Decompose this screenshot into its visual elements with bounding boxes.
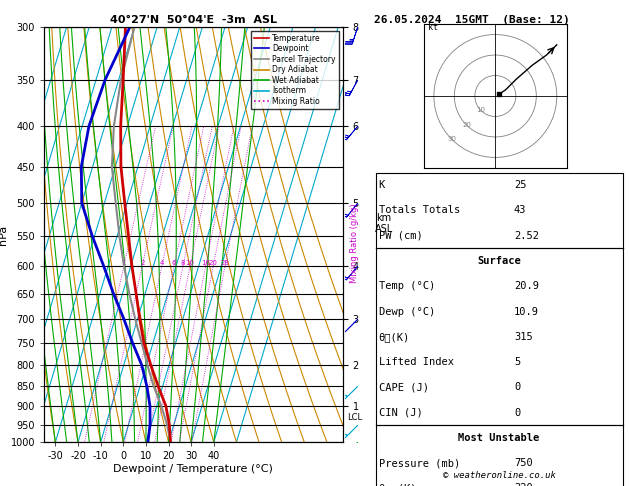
Text: 4: 4 [160, 260, 164, 266]
Text: 320: 320 [514, 484, 533, 486]
Text: 750: 750 [514, 458, 533, 468]
Text: 26.05.2024  15GMT  (Base: 12): 26.05.2024 15GMT (Base: 12) [374, 15, 570, 25]
Text: 1: 1 [121, 260, 126, 266]
Text: 10: 10 [186, 260, 194, 266]
Text: θₑ (K): θₑ (K) [379, 484, 416, 486]
Text: 16: 16 [201, 260, 210, 266]
Text: LCL: LCL [347, 413, 362, 422]
Text: PW (cm): PW (cm) [379, 231, 423, 241]
Legend: Temperature, Dewpoint, Parcel Trajectory, Dry Adiabat, Wet Adiabat, Isotherm, Mi: Temperature, Dewpoint, Parcel Trajectory… [251, 31, 339, 109]
Text: 20: 20 [209, 260, 218, 266]
Text: kt: kt [428, 23, 438, 33]
Text: 6: 6 [172, 260, 176, 266]
Text: Totals Totals: Totals Totals [379, 206, 460, 215]
Text: CIN (J): CIN (J) [379, 408, 423, 417]
Text: 20.9: 20.9 [514, 281, 539, 291]
Text: K: K [379, 180, 385, 190]
X-axis label: Dewpoint / Temperature (°C): Dewpoint / Temperature (°C) [113, 464, 274, 474]
Text: 25: 25 [514, 180, 526, 190]
Text: 0: 0 [514, 408, 520, 417]
Text: 30: 30 [448, 136, 457, 142]
Text: © weatheronline.co.uk: © weatheronline.co.uk [443, 471, 555, 480]
Y-axis label: km
ASL: km ASL [375, 213, 393, 235]
Text: Dewp (°C): Dewp (°C) [379, 307, 435, 316]
Text: Mixing Ratio (g/kg): Mixing Ratio (g/kg) [350, 203, 359, 283]
Text: 5: 5 [514, 357, 520, 367]
Text: 10.9: 10.9 [514, 307, 539, 316]
Text: 2.52: 2.52 [514, 231, 539, 241]
Text: 315: 315 [514, 332, 533, 342]
Text: CAPE (J): CAPE (J) [379, 382, 428, 392]
Text: 28: 28 [221, 260, 230, 266]
Text: 20: 20 [462, 122, 471, 128]
Text: Surface: Surface [477, 256, 521, 266]
Text: Lifted Index: Lifted Index [379, 357, 454, 367]
Text: 43: 43 [514, 206, 526, 215]
Text: 8: 8 [181, 260, 186, 266]
Text: 0: 0 [514, 382, 520, 392]
Title: 40°27'N  50°04'E  -3m  ASL: 40°27'N 50°04'E -3m ASL [110, 15, 277, 25]
Text: θᴇ(K): θᴇ(K) [379, 332, 410, 342]
Text: Temp (°C): Temp (°C) [379, 281, 435, 291]
Y-axis label: hPa: hPa [0, 225, 8, 244]
Text: 2: 2 [140, 260, 145, 266]
Text: Most Unstable: Most Unstable [459, 433, 540, 443]
Text: Pressure (mb): Pressure (mb) [379, 458, 460, 468]
Text: 10: 10 [477, 107, 486, 113]
